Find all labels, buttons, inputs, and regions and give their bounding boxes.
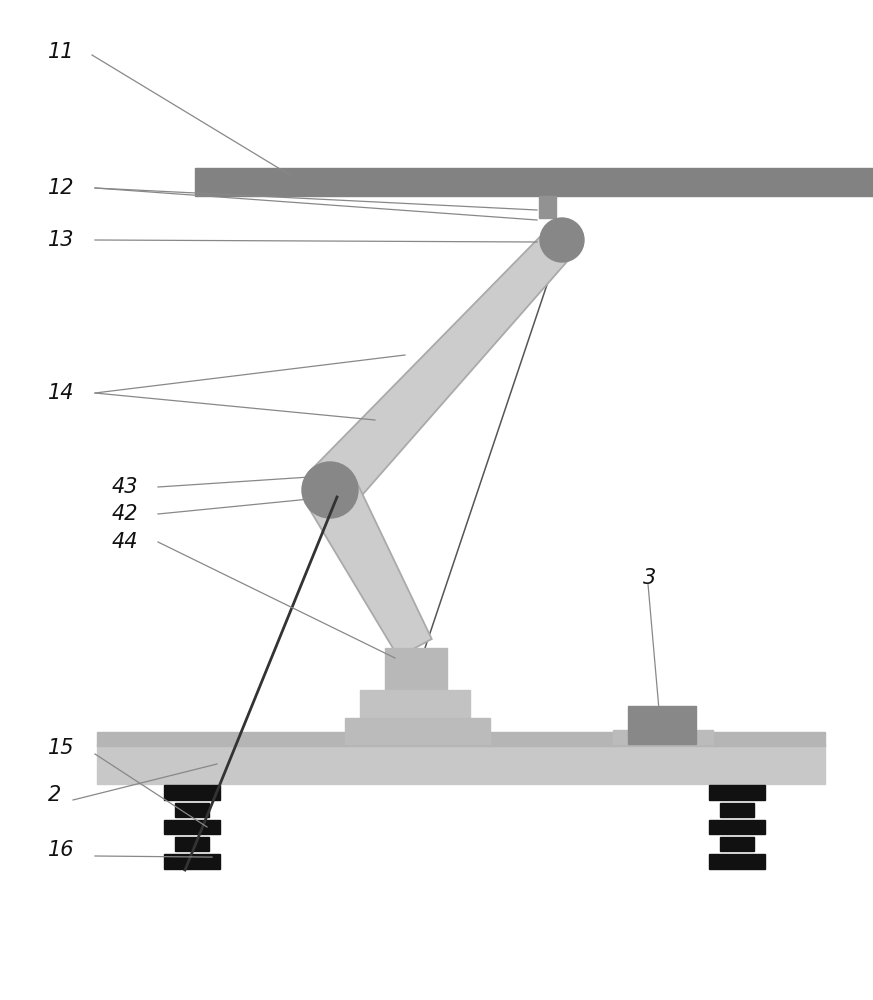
Bar: [719, 837, 754, 851]
Bar: [709, 820, 765, 834]
Text: 13: 13: [48, 230, 74, 250]
Bar: [345, 718, 490, 744]
Polygon shape: [310, 228, 575, 509]
Bar: [164, 785, 220, 800]
Text: 2: 2: [48, 785, 61, 805]
Bar: [709, 854, 765, 869]
Text: 44: 44: [112, 532, 139, 552]
Bar: [164, 820, 220, 834]
Bar: [385, 648, 447, 690]
Text: 14: 14: [48, 383, 74, 403]
Bar: [539, 196, 556, 218]
Bar: [97, 732, 825, 746]
Bar: [97, 744, 825, 784]
Circle shape: [302, 462, 358, 518]
Text: 3: 3: [643, 568, 656, 588]
Bar: [195, 168, 873, 196]
Bar: [175, 803, 210, 817]
Bar: [164, 854, 220, 869]
Text: 42: 42: [112, 504, 139, 524]
Bar: [628, 706, 696, 744]
Bar: [175, 837, 210, 851]
Bar: [360, 690, 470, 718]
Bar: [613, 730, 713, 744]
Text: 16: 16: [48, 840, 74, 860]
Text: 12: 12: [48, 178, 74, 198]
Text: 43: 43: [112, 477, 139, 497]
Circle shape: [540, 218, 584, 262]
Text: 11: 11: [48, 42, 74, 62]
Text: 15: 15: [48, 738, 74, 758]
Bar: [709, 785, 765, 800]
Bar: [719, 803, 754, 817]
Polygon shape: [306, 477, 432, 657]
